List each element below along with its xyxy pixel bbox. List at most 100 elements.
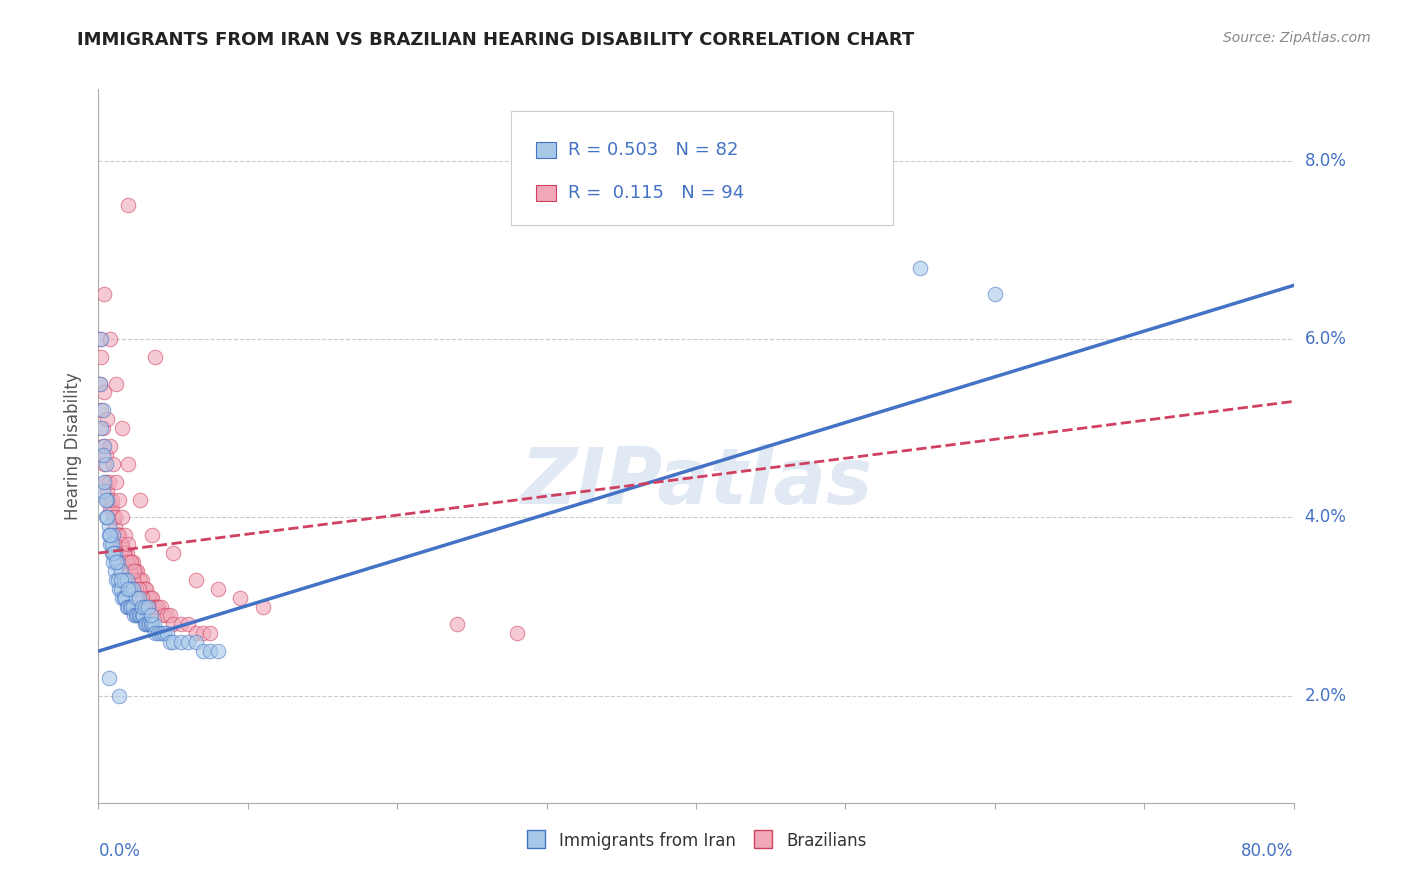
- Point: [128, 582, 150, 596]
- Point: [156, 608, 179, 623]
- Point: [136, 591, 159, 605]
- Point: [93, 457, 115, 471]
- Point: [121, 582, 143, 596]
- Point: [177, 617, 200, 632]
- Y-axis label: Hearing Disability: Hearing Disability: [65, 372, 83, 520]
- Point: [91, 448, 114, 462]
- Point: [110, 582, 132, 596]
- Point: [121, 599, 143, 614]
- FancyBboxPatch shape: [510, 111, 893, 225]
- Point: [101, 546, 124, 560]
- Point: [984, 287, 1007, 301]
- Point: [111, 421, 134, 435]
- Point: [131, 573, 153, 587]
- Point: [446, 617, 468, 632]
- Point: [207, 582, 229, 596]
- Point: [94, 475, 117, 489]
- Point: [184, 573, 207, 587]
- Point: [115, 555, 138, 569]
- Point: [127, 564, 149, 578]
- Point: [97, 519, 120, 533]
- Text: 6.0%: 6.0%: [1305, 330, 1347, 348]
- Point: [148, 599, 170, 614]
- Point: [191, 644, 214, 658]
- Point: [139, 608, 162, 623]
- Point: [908, 260, 931, 275]
- Point: [169, 635, 191, 649]
- Point: [118, 555, 141, 569]
- Point: [103, 546, 125, 560]
- Point: [134, 582, 156, 596]
- Point: [153, 626, 176, 640]
- Point: [90, 350, 112, 364]
- Point: [115, 546, 138, 560]
- Point: [91, 403, 114, 417]
- Point: [153, 608, 176, 623]
- Point: [103, 528, 125, 542]
- Point: [117, 599, 139, 614]
- Point: [207, 644, 229, 658]
- Point: [142, 599, 165, 614]
- FancyBboxPatch shape: [536, 142, 555, 158]
- Text: 8.0%: 8.0%: [1305, 152, 1347, 169]
- Point: [98, 501, 122, 516]
- Point: [110, 537, 132, 551]
- Legend: Immigrants from Iran, Brazilians: Immigrants from Iran, Brazilians: [517, 822, 875, 859]
- Point: [107, 528, 129, 542]
- Point: [162, 635, 184, 649]
- Point: [93, 287, 115, 301]
- Point: [90, 332, 112, 346]
- Text: ZIPatlas: ZIPatlas: [520, 443, 872, 520]
- Point: [94, 457, 117, 471]
- Point: [111, 537, 134, 551]
- FancyBboxPatch shape: [536, 185, 555, 201]
- Point: [89, 376, 111, 391]
- Point: [121, 555, 143, 569]
- Point: [93, 439, 115, 453]
- Point: [120, 555, 142, 569]
- Point: [108, 689, 131, 703]
- Point: [98, 332, 122, 346]
- Point: [107, 555, 129, 569]
- Point: [124, 608, 146, 623]
- Point: [110, 537, 132, 551]
- Point: [143, 626, 166, 640]
- Point: [112, 546, 135, 560]
- Point: [105, 528, 128, 542]
- Point: [97, 475, 120, 489]
- Point: [110, 564, 132, 578]
- Point: [93, 475, 115, 489]
- Text: R = 0.503   N = 82: R = 0.503 N = 82: [568, 141, 738, 159]
- Point: [129, 492, 152, 507]
- Point: [112, 591, 135, 605]
- Point: [105, 573, 128, 587]
- Point: [117, 198, 139, 212]
- Text: 4.0%: 4.0%: [1305, 508, 1347, 526]
- Point: [101, 501, 124, 516]
- Point: [91, 421, 114, 435]
- Point: [103, 510, 125, 524]
- Point: [131, 599, 153, 614]
- Point: [141, 591, 163, 605]
- Point: [117, 457, 139, 471]
- Text: 2.0%: 2.0%: [1305, 687, 1347, 705]
- Point: [134, 599, 156, 614]
- Point: [139, 591, 162, 605]
- Point: [91, 483, 114, 498]
- Point: [139, 608, 162, 623]
- Point: [143, 350, 166, 364]
- Point: [114, 591, 136, 605]
- Point: [97, 671, 120, 685]
- Point: [135, 617, 157, 632]
- Point: [103, 457, 125, 471]
- Point: [128, 591, 150, 605]
- Point: [150, 599, 173, 614]
- Point: [162, 617, 184, 632]
- Point: [89, 332, 111, 346]
- Point: [124, 564, 146, 578]
- Point: [117, 555, 139, 569]
- Point: [136, 617, 159, 632]
- Point: [200, 626, 222, 640]
- Point: [125, 591, 148, 605]
- Point: [120, 555, 142, 569]
